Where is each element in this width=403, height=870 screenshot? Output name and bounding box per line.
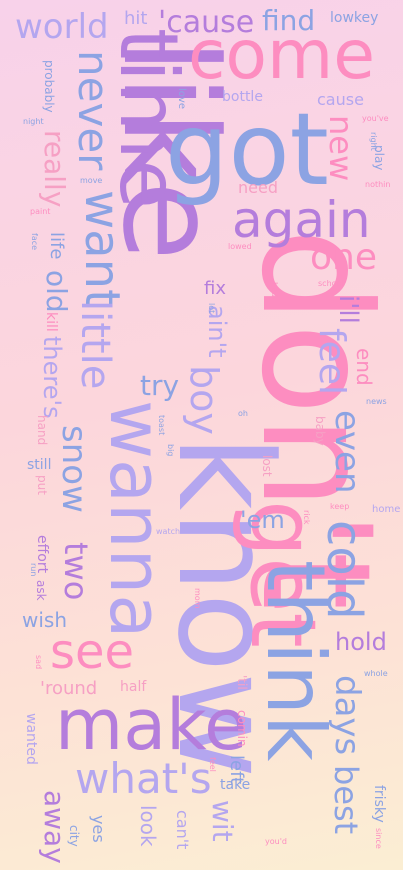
cloud-word: cause <box>317 90 364 109</box>
cloud-word: toast <box>157 415 166 436</box>
cloud-word: half <box>120 679 147 695</box>
cloud-word: since <box>374 828 383 849</box>
cloud-word: lot <box>207 303 216 314</box>
cloud-word: run <box>29 563 38 577</box>
cloud-word: bed <box>270 282 279 298</box>
cloud-word: talk <box>269 345 278 360</box>
cloud-word: rick <box>302 510 311 525</box>
cloud-word: best <box>327 765 365 835</box>
cloud-word: baby <box>313 416 327 446</box>
cloud-word: whole <box>364 669 388 678</box>
cloud-word: really <box>38 130 71 208</box>
cloud-word: sad <box>34 655 43 670</box>
cloud-word: i'll <box>333 295 363 324</box>
cloud-word: new <box>322 115 360 182</box>
cloud-word: 'round <box>40 678 98 699</box>
cloud-word: days <box>327 675 367 756</box>
cloud-word: what's <box>75 754 212 803</box>
cloud-word: kill <box>43 312 59 332</box>
cloud-word: bottle <box>222 89 263 105</box>
cloud-word: lowed <box>228 242 252 251</box>
cloud-word: world <box>15 7 109 47</box>
cloud-word: can't <box>173 810 192 850</box>
cloud-word: wanna <box>94 400 178 639</box>
cloud-word: away <box>38 790 71 864</box>
cloud-word: ask <box>34 580 48 601</box>
cloud-word: 'em <box>240 506 285 534</box>
cloud-word: come <box>188 16 376 95</box>
cloud-word: again <box>232 191 371 249</box>
cloud-word: probably <box>42 60 56 113</box>
cloud-word: put <box>35 475 49 495</box>
cloud-word: feel <box>311 328 352 395</box>
cloud-word: yes <box>89 815 108 843</box>
cloud-word: night <box>23 117 44 126</box>
cloud-word: want <box>74 190 130 308</box>
cloud-word: oh <box>238 409 248 418</box>
cloud-word: wish <box>22 608 68 632</box>
cloud-word: little <box>72 300 118 390</box>
cloud-word: snow <box>54 425 94 513</box>
cloud-word: need <box>238 178 278 197</box>
cloud-word: comin <box>235 710 249 747</box>
cloud-word: life <box>46 232 67 260</box>
cloud-word: keep <box>330 502 350 511</box>
cloud-word: lowkey <box>330 10 379 26</box>
cloud-word: see <box>50 624 135 680</box>
cloud-word: news <box>366 397 387 406</box>
cloud-word: big <box>166 444 175 457</box>
cloud-word: wanted <box>23 713 39 765</box>
cloud-word: nothin <box>365 180 391 189</box>
cloud-word: hit <box>124 8 148 29</box>
cloud-word: still <box>27 457 52 473</box>
cloud-word: try <box>140 369 180 402</box>
cloud-word: love <box>176 88 187 109</box>
cloud-word: you've <box>362 114 389 123</box>
cloud-word: cold <box>316 520 372 620</box>
cloud-word: 'til <box>235 675 249 690</box>
cloud-word: wit <box>206 800 239 842</box>
cloud-word: take <box>220 777 251 793</box>
cloud-word: feel <box>208 757 217 772</box>
cloud-word: city <box>67 825 81 847</box>
cloud-word: home <box>372 504 401 515</box>
cloud-word: paint <box>30 207 51 216</box>
cloud-word: watch <box>156 527 181 536</box>
cloud-word: school <box>318 279 344 288</box>
cloud-word: time <box>102 28 195 209</box>
cloud-word: hand <box>35 415 49 446</box>
cloud-word: one <box>310 237 377 278</box>
cloud-word: old <box>40 270 73 313</box>
cloud-word: lost <box>260 455 274 477</box>
cloud-word: two <box>57 542 95 601</box>
cloud-word: find <box>262 4 316 37</box>
cloud-word: right <box>369 132 378 151</box>
cloud-word: even <box>327 410 367 494</box>
cloud-word: look <box>136 805 160 847</box>
cloud-word: there's <box>38 336 66 419</box>
cloud-word: never <box>69 50 118 171</box>
cloud-word: boy <box>182 365 226 435</box>
cloud-word: 'cause <box>158 5 255 40</box>
cloud-word: end <box>352 348 376 386</box>
cloud-word: make <box>55 684 248 766</box>
cloud-word: move <box>80 176 103 185</box>
cloud-word: face <box>30 233 39 251</box>
cloud-word: got <box>165 91 329 208</box>
cloud-word: frisky <box>371 785 387 823</box>
cloud-word: fix <box>204 278 226 299</box>
cloud-word: mom <box>193 588 202 609</box>
cloud-word: hold <box>335 628 387 656</box>
cloud-word: you'd <box>265 837 287 846</box>
